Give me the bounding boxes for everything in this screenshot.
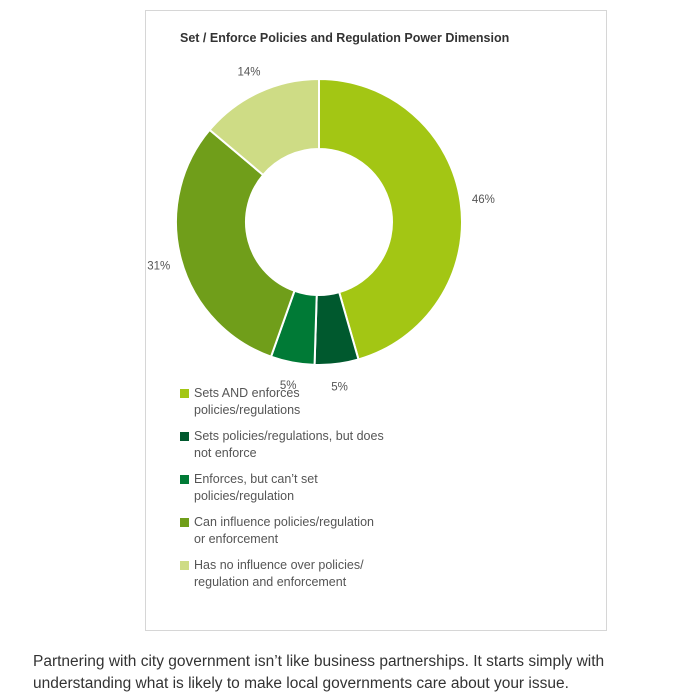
legend-label-line2: regulation and enforcement — [194, 574, 347, 589]
legend-item: Sets policies/regulations, but does not … — [180, 428, 440, 461]
legend-label-line2: policies/regulations — [194, 402, 301, 417]
legend-item: Has no influence over policies/ regulati… — [180, 557, 440, 590]
legend-label-line2: or enforcement — [194, 531, 279, 546]
donut-slice — [175, 128, 296, 358]
chart-legend: Sets AND enforces policies/regulations S… — [180, 385, 440, 600]
slice-value-label: 14% — [237, 66, 260, 78]
legend-label-line1: Enforces, but can’t set — [194, 472, 318, 486]
chart-figure: Set / Enforce Policies and Regulation Po… — [145, 10, 607, 631]
legend-item: Sets AND enforces policies/regulations — [180, 385, 440, 418]
slice-value-label: 46% — [472, 194, 495, 206]
legend-label-line1: Sets AND enforces — [194, 386, 300, 400]
donut-slice — [208, 77, 320, 177]
legend-swatch — [180, 389, 189, 398]
donut-slice — [318, 77, 463, 361]
legend-label-line2: not enforce — [194, 445, 257, 460]
slice-value-label: 5% — [331, 382, 348, 391]
legend-item: Can influence policies/regulation or enf… — [180, 514, 440, 547]
legend-swatch — [180, 432, 189, 441]
legend-item: Enforces, but can’t set policies/regulat… — [180, 471, 440, 504]
legend-swatch — [180, 475, 189, 484]
legend-label-line1: Has no influence over policies/ — [194, 558, 364, 572]
slice-value-label: 5% — [280, 380, 297, 391]
legend-swatch — [180, 561, 189, 570]
legend-label-line2: policies/regulation — [194, 488, 295, 503]
chart-title: Set / Enforce Policies and Regulation Po… — [180, 31, 510, 45]
slice-value-label: 31% — [147, 260, 170, 272]
legend-swatch — [180, 518, 189, 527]
legend-label-line1: Can influence policies/regulation — [194, 515, 374, 529]
article-paragraph: Partnering with city government isn’t li… — [33, 653, 605, 692]
legend-label-line1: Sets policies/regulations, but does — [194, 429, 384, 443]
donut-chart: 46% 5% 5% 31% 14% — [147, 66, 495, 391]
